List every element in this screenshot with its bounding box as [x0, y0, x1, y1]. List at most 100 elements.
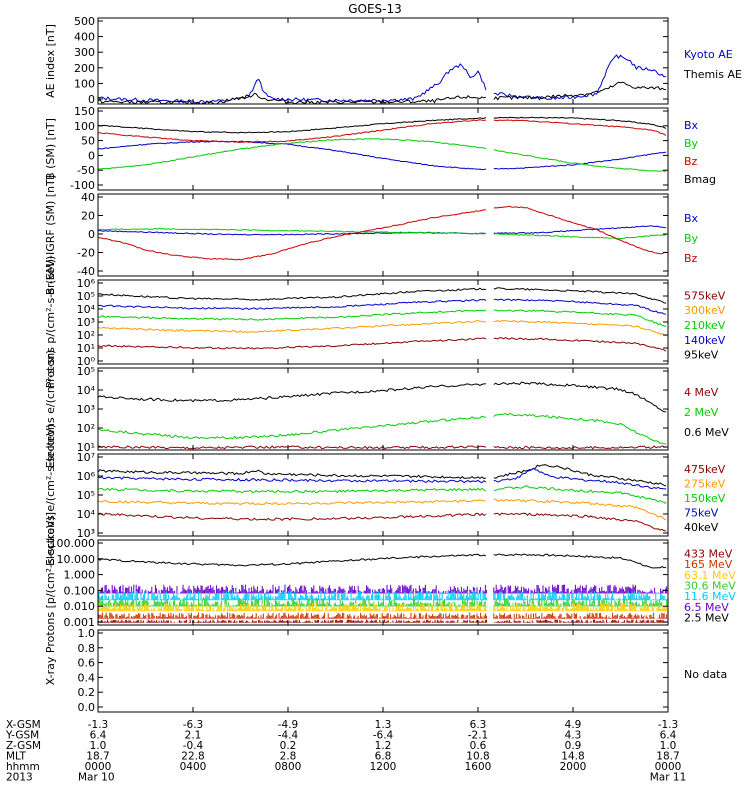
y-tick-label: 10⁵ [77, 290, 95, 303]
series-line [98, 553, 667, 569]
y-tick-label: 40 [81, 191, 95, 204]
legend-entry: 475keV [684, 463, 726, 476]
axis-row-label: MLT [6, 751, 26, 763]
panel-1: 500 400 300 200 100 0 AE index [nT] Kyoto AE The… [44, 15, 742, 106]
series-line [98, 119, 667, 144]
y-tick-label: 1.000 [64, 569, 96, 582]
y-tick-label: 0.2 [78, 686, 96, 699]
y-axis-label: Protons p/(cm²-s-sr-keV) [44, 256, 57, 389]
series-line [98, 227, 667, 240]
y-tick-label: 10.000 [57, 553, 96, 566]
panel-frame [97, 279, 669, 365]
legend-entry: 150keV [684, 492, 726, 505]
series-line [98, 445, 667, 450]
legend-entry: 210keV [684, 319, 726, 332]
panel-frame [97, 453, 669, 537]
y-tick-label: 10⁴ [77, 508, 96, 521]
axis-cell: -6.3 [183, 719, 204, 731]
axis-cell: -6.4 [373, 730, 394, 742]
legend-entry: 2 MeV [684, 406, 719, 419]
panel-2: 150 100 500 -50 -100 B (SM) [nT] Bx By Bz Bmag [44, 105, 716, 192]
y-axis-label: Protons [p/(cm²-s-sr-keV)] [44, 512, 57, 653]
series-line [98, 205, 667, 261]
y-tick-label: 10⁵ [77, 489, 95, 502]
axis-cell: 6.3 [470, 719, 487, 731]
series-line [98, 54, 667, 104]
y-tick-label: 50 [81, 135, 95, 148]
axis-cell: -1.3 [88, 719, 109, 731]
legend-entry: 140keV [684, 334, 726, 347]
y-axis-label: B (SM) [nT] [44, 118, 57, 180]
y-tick-label: 0.4 [78, 671, 96, 684]
y-tick-label: 0.0 [78, 701, 96, 714]
axis-cell: -1.3 [658, 719, 679, 731]
legend-entry: 63.1 MeV [684, 569, 736, 582]
y-tick-label: 0.8 [78, 642, 96, 655]
y-tick-label: 150 [74, 105, 95, 118]
legend-entry: 4 MeV [684, 386, 719, 399]
y-tick-label: 10⁷ [77, 451, 95, 464]
y-tick-label: 10³ [77, 403, 95, 416]
axis-cell: 0.9 [565, 740, 582, 752]
axis-cell: -0.4 [183, 740, 204, 752]
legend-entry: By [684, 137, 699, 150]
panel-frame [97, 539, 669, 626]
y-tick-label: 10³ [77, 316, 95, 329]
axis-cell: 18.7 [656, 751, 679, 763]
series-line [98, 464, 667, 487]
y-tick-label: 10¹ [77, 342, 95, 355]
legend-entry: Bz [684, 155, 698, 168]
axis-cell: 0.2 [280, 740, 297, 752]
legend-entry: 0.6 MeV [684, 426, 729, 439]
y-tick-label: 1.0 [78, 627, 96, 640]
y-tick-label: -20 [77, 247, 95, 260]
series-line [98, 467, 667, 490]
axis-cell: 0000 [655, 761, 682, 773]
legend-entry: Bx [684, 212, 699, 225]
y-tick-label: 0.010 [64, 600, 96, 613]
legend-entry: 11.6 MeV [684, 590, 736, 603]
series-line [98, 498, 667, 521]
legend-entry: No data [684, 668, 727, 681]
legend-entry: Bz [684, 252, 698, 265]
axis-cell: 6.4 [660, 730, 677, 742]
series-line [98, 138, 667, 172]
series-line [98, 412, 667, 445]
axis-cell: 4.3 [565, 730, 582, 742]
y-tick-label: 10⁰ [77, 355, 96, 368]
y-tick-label: 0 [88, 228, 95, 241]
legend-entry: By [684, 232, 699, 245]
series-line [98, 612, 668, 619]
y-tick-label: 10⁴ [77, 384, 96, 397]
panel-frame [97, 193, 669, 277]
axis-cell: 0800 [275, 761, 302, 773]
panel-frame [97, 107, 669, 191]
y-axis-label: Electrons e/(cm²-s-sr) [44, 350, 57, 469]
y-axis-label: AE index [nT] [44, 24, 57, 98]
axis-row-label: 2013 [6, 772, 33, 784]
axis-cell: -2.1 [468, 730, 489, 742]
y-tick-label: 400 [74, 31, 95, 44]
series-line [98, 319, 667, 337]
y-tick-label: -40 [77, 265, 95, 278]
axis-row-label: Y-GSM [5, 730, 39, 742]
series-line [98, 485, 667, 504]
series-line [98, 225, 667, 236]
y-tick-label: 20 [81, 210, 95, 223]
axis-cell: Mar 11 [650, 772, 687, 784]
y-tick-label: 10³ [77, 527, 95, 540]
chart-title: GOES-13 [348, 2, 402, 16]
y-tick-label: 100.000 [50, 537, 96, 550]
axis-row-label: hhmm [6, 761, 40, 773]
y-tick-label: 10⁴ [77, 303, 96, 316]
axis-cell: 14.8 [561, 751, 584, 763]
series-line [98, 140, 667, 170]
axis-cell: 1.0 [660, 740, 677, 752]
y-tick-label: 200 [74, 62, 95, 75]
series-line [98, 298, 667, 315]
legend-entry: 40keV [684, 521, 719, 534]
y-tick-label: 300 [74, 46, 95, 59]
legend-entry: 433 MeV [684, 547, 733, 560]
